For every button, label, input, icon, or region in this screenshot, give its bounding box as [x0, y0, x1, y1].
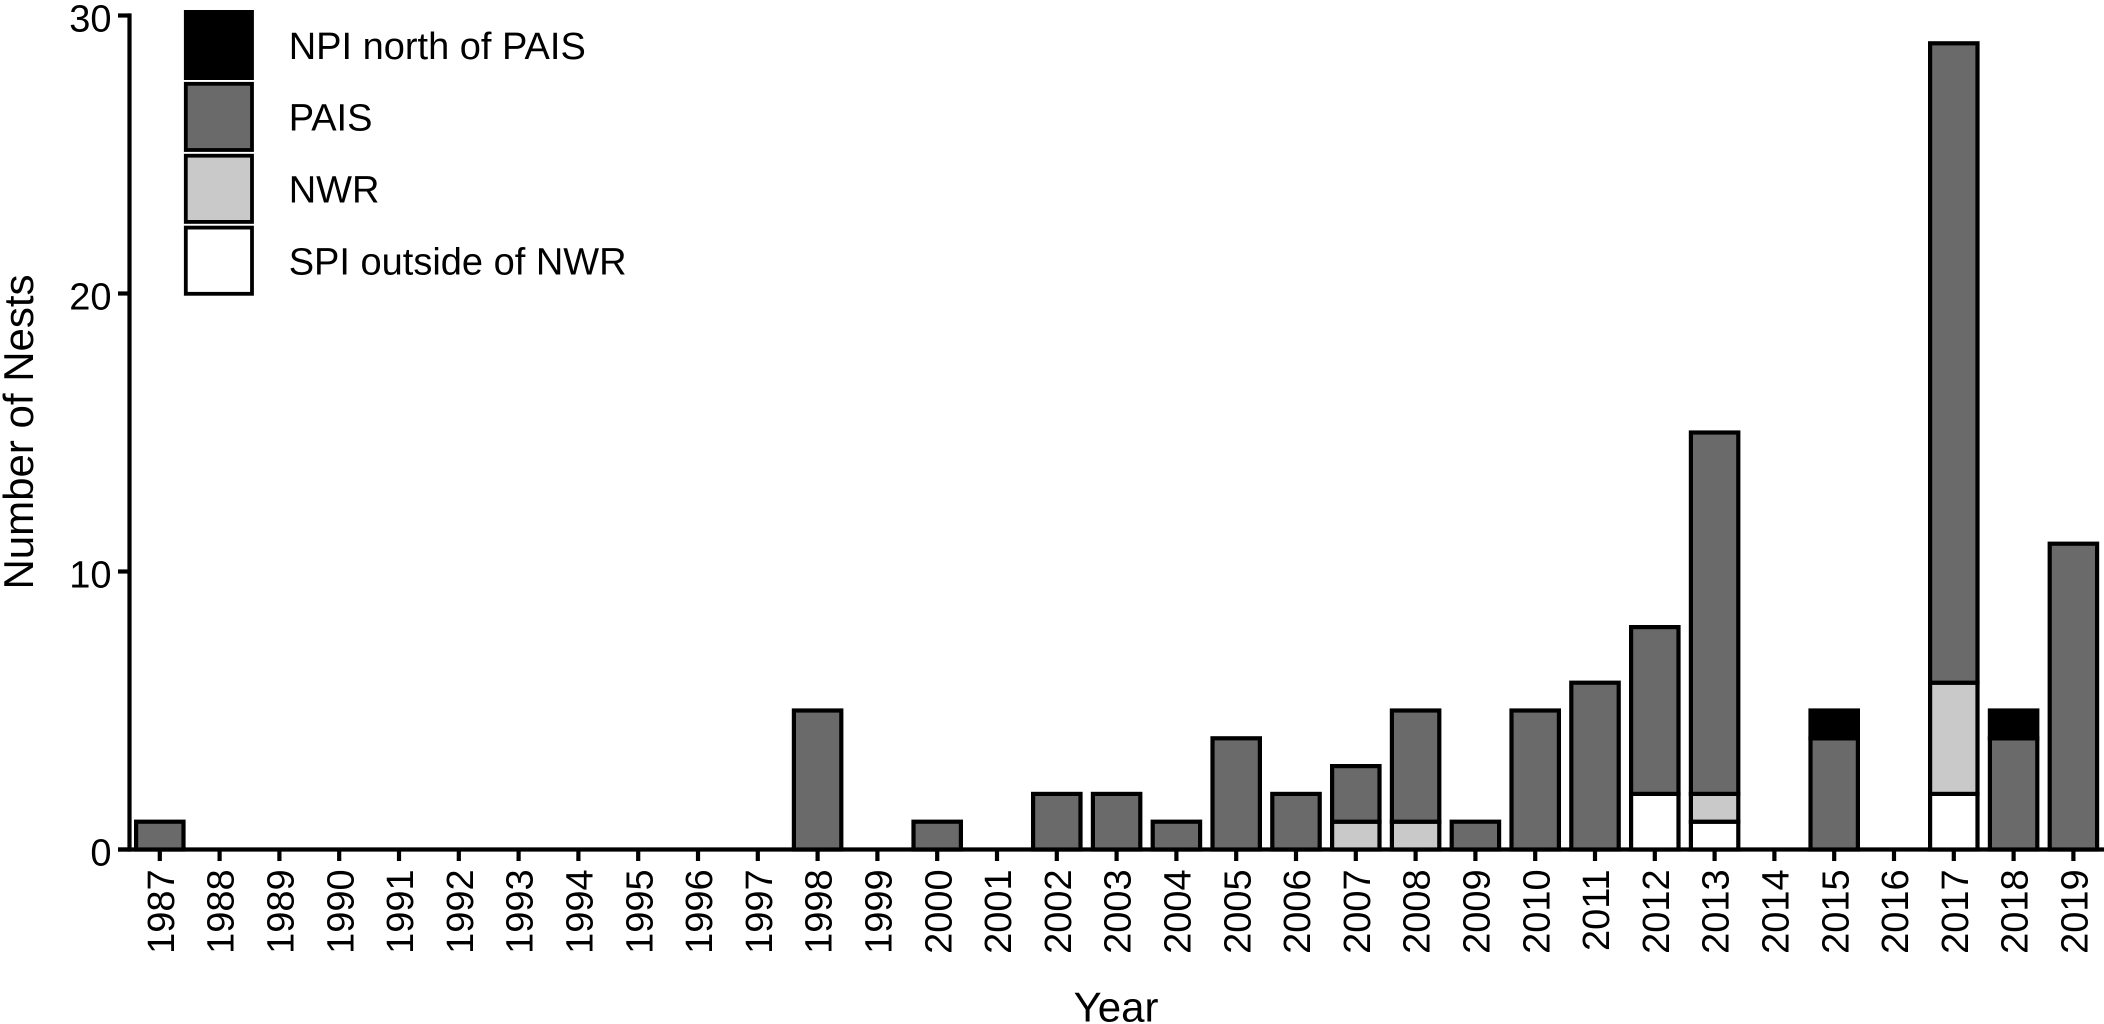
svg-text:0: 0	[90, 833, 111, 875]
svg-text:1996: 1996	[679, 869, 721, 954]
svg-text:2004: 2004	[1158, 869, 1200, 954]
svg-text:30: 30	[69, 0, 111, 41]
svg-text:1998: 1998	[799, 869, 841, 954]
svg-text:1988: 1988	[201, 869, 243, 954]
svg-text:1997: 1997	[739, 869, 781, 954]
svg-text:2002: 2002	[1038, 869, 1080, 954]
svg-text:2009: 2009	[1457, 869, 1499, 954]
svg-text:2012: 2012	[1636, 869, 1678, 954]
svg-text:2007: 2007	[1337, 869, 1379, 954]
svg-text:2003: 2003	[1098, 869, 1140, 954]
svg-text:10: 10	[69, 555, 111, 597]
svg-text:2013: 2013	[1696, 869, 1738, 954]
svg-text:PAIS: PAIS	[289, 98, 373, 140]
svg-text:2011: 2011	[1576, 869, 1618, 951]
svg-text:2016: 2016	[1875, 869, 1917, 954]
svg-text:2008: 2008	[1397, 869, 1439, 954]
svg-text:1994: 1994	[560, 869, 602, 954]
svg-text:2018: 2018	[1995, 869, 2037, 954]
svg-text:20: 20	[69, 277, 111, 319]
svg-text:2000: 2000	[918, 869, 960, 954]
svg-text:NPI north of PAIS: NPI north of PAIS	[289, 26, 586, 68]
svg-text:2006: 2006	[1277, 869, 1319, 954]
svg-text:1993: 1993	[500, 869, 542, 954]
svg-text:2015: 2015	[1815, 869, 1857, 954]
svg-text:Year: Year	[1074, 984, 1159, 1024]
svg-text:2010: 2010	[1516, 869, 1558, 954]
svg-text:1999: 1999	[859, 869, 901, 954]
svg-text:1992: 1992	[440, 869, 482, 954]
svg-text:1987: 1987	[141, 869, 183, 954]
svg-text:2005: 2005	[1217, 869, 1259, 954]
svg-text:SPI outside of NWR: SPI outside of NWR	[289, 242, 627, 284]
svg-text:2019: 2019	[2055, 869, 2097, 954]
svg-text:1990: 1990	[320, 869, 362, 954]
svg-text:2001: 2001	[978, 869, 1020, 954]
svg-text:1991: 1991	[380, 869, 422, 954]
svg-text:NWR: NWR	[289, 170, 380, 212]
svg-text:1995: 1995	[619, 869, 661, 954]
svg-text:Number of Nests: Number of Nests	[0, 274, 42, 589]
svg-text:2017: 2017	[1935, 869, 1977, 954]
svg-text:2014: 2014	[1756, 869, 1798, 954]
svg-text:1989: 1989	[261, 869, 303, 954]
